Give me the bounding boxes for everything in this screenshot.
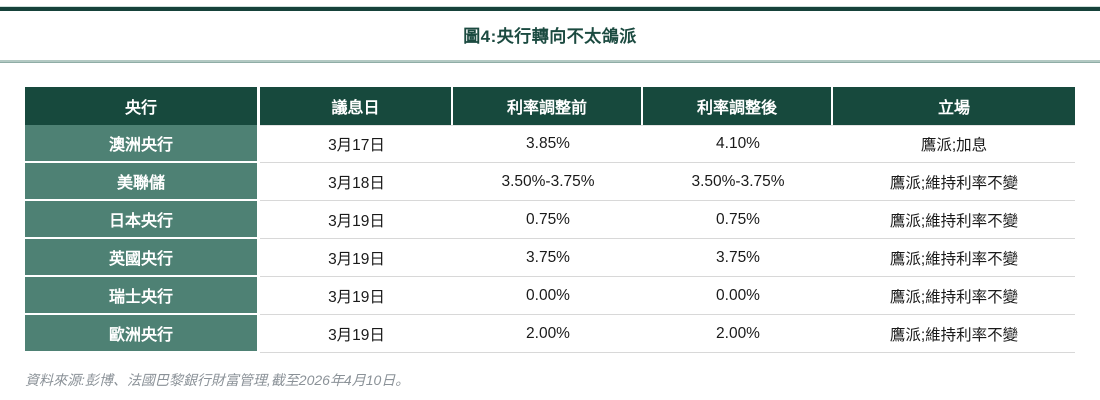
stance-cell: 鷹派;維持利率不變 bbox=[833, 277, 1075, 315]
table-row-switzerland: 瑞士央行 3月19日 0.00% 0.00% 鷹派;維持利率不變 bbox=[25, 277, 1075, 315]
stance-cell: 鷹派;維持利率不變 bbox=[833, 201, 1075, 239]
rate-before-cell: 3.75% bbox=[453, 239, 643, 277]
table-row-ecb: 歐洲央行 3月19日 2.00% 2.00% 鷹派;維持利率不變 bbox=[25, 315, 1075, 353]
bank-cell: 歐洲央行 bbox=[25, 315, 260, 353]
table-row-fed: 美聯儲 3月18日 3.50%-3.75% 3.50%-3.75% 鷹派;維持利… bbox=[25, 163, 1075, 201]
rate-after-cell: 2.00% bbox=[643, 315, 833, 353]
bank-cell: 日本央行 bbox=[25, 201, 260, 239]
top-rule bbox=[0, 6, 1100, 11]
date-cell: 3月19日 bbox=[260, 277, 453, 315]
rate-after-cell: 4.10% bbox=[643, 125, 833, 163]
rate-before-cell: 3.50%-3.75% bbox=[453, 163, 643, 201]
date-cell: 3月19日 bbox=[260, 239, 453, 277]
header-cell-bank: 央行 bbox=[25, 87, 260, 125]
stance-cell: 鷹派;維持利率不變 bbox=[833, 315, 1075, 353]
date-cell: 3月19日 bbox=[260, 201, 453, 239]
date-cell: 3月18日 bbox=[260, 163, 453, 201]
rate-after-cell: 0.75% bbox=[643, 201, 833, 239]
rate-after-cell: 0.00% bbox=[643, 277, 833, 315]
rate-before-cell: 0.00% bbox=[453, 277, 643, 315]
date-cell: 3月19日 bbox=[260, 315, 453, 353]
figure-title: 圖4:央行轉向不太鴿派 bbox=[463, 27, 637, 46]
bank-cell: 瑞士央行 bbox=[25, 277, 260, 315]
rate-after-cell: 3.50%-3.75% bbox=[643, 163, 833, 201]
rate-before-cell: 2.00% bbox=[453, 315, 643, 353]
header-cell-rate-after: 利率調整後 bbox=[643, 87, 833, 125]
table-row-japan: 日本央行 3月19日 0.75% 0.75% 鷹派;維持利率不變 bbox=[25, 201, 1075, 239]
stance-cell: 鷹派;維持利率不變 bbox=[833, 239, 1075, 277]
table-header-row: 央行 議息日 利率調整前 利率調整後 立場 bbox=[25, 87, 1075, 125]
rate-before-cell: 3.85% bbox=[453, 125, 643, 163]
bank-cell: 美聯儲 bbox=[25, 163, 260, 201]
date-cell: 3月17日 bbox=[260, 125, 453, 163]
source-note: 資料來源:彭博、法國巴黎銀行財富管理,截至2026年4月10日。 bbox=[25, 372, 410, 388]
table-row-uk: 英國央行 3月19日 3.75% 3.75% 鷹派;維持利率不變 bbox=[25, 239, 1075, 277]
title-underline-rule bbox=[0, 60, 1100, 63]
header-cell-stance: 立場 bbox=[833, 87, 1075, 125]
stance-cell: 鷹派;維持利率不變 bbox=[833, 163, 1075, 201]
rate-before-cell: 0.75% bbox=[453, 201, 643, 239]
bank-cell: 英國央行 bbox=[25, 239, 260, 277]
header-cell-rate-before: 利率調整前 bbox=[453, 87, 643, 125]
stance-cell: 鷹派;加息 bbox=[833, 125, 1075, 163]
header-cell-meeting-date: 議息日 bbox=[260, 87, 453, 125]
rate-after-cell: 3.75% bbox=[643, 239, 833, 277]
bank-cell: 澳洲央行 bbox=[25, 125, 260, 163]
table-row-australia: 澳洲央行 3月17日 3.85% 4.10% 鷹派;加息 bbox=[25, 125, 1075, 163]
central-bank-rates-table: 央行 議息日 利率調整前 利率調整後 立場 澳洲央行 3月17日 3.85% 4… bbox=[25, 87, 1075, 353]
